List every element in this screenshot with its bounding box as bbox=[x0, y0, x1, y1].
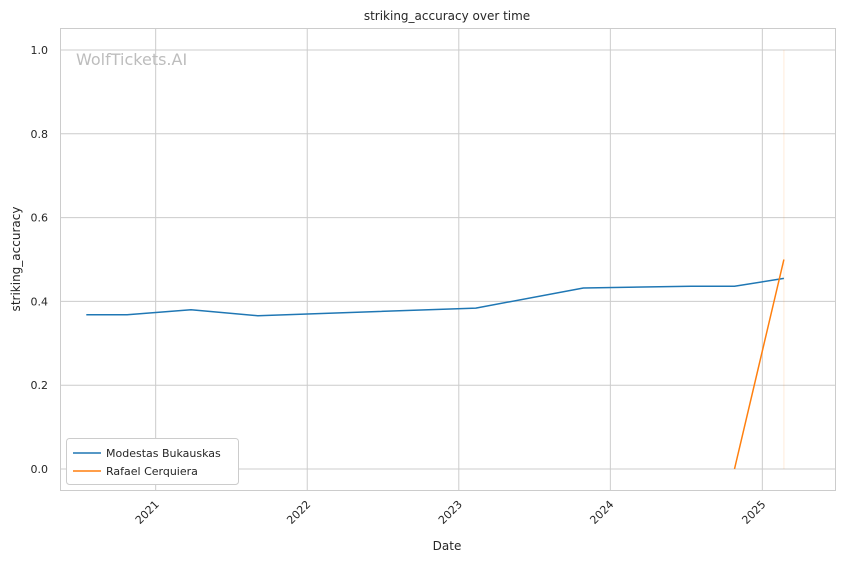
y-axis-ticks: 0.0 0.2 0.4 0.6 0.8 1.0 bbox=[31, 44, 49, 476]
x-axis-label: Date bbox=[433, 539, 462, 553]
y-tick-label: 0.4 bbox=[31, 295, 49, 308]
y-axis-label: striking_accuracy bbox=[9, 207, 23, 312]
series-layer bbox=[86, 259, 785, 470]
watermark-text: WolfTickets.AI bbox=[76, 50, 187, 69]
y-tick-label: 0.8 bbox=[31, 128, 49, 141]
y-tick-label: 0.0 bbox=[31, 463, 49, 476]
legend-box bbox=[66, 438, 239, 485]
series-line-modestas-bukauskas bbox=[86, 277, 785, 317]
y-tick-label: 0.6 bbox=[31, 212, 49, 225]
plot-frame bbox=[60, 28, 836, 491]
chart-title: striking_accuracy over time bbox=[364, 9, 530, 23]
grid bbox=[61, 29, 835, 490]
y-tick-label: 0.2 bbox=[31, 379, 49, 392]
legend-label-rafael-cerquiera: Rafael Cerquiera bbox=[106, 465, 198, 478]
legend-label-modestas-bukauskas: Modestas Bukauskas bbox=[106, 447, 221, 460]
y-tick-label: 1.0 bbox=[31, 44, 49, 57]
legend: Modestas Bukauskas Rafael Cerquiera bbox=[66, 438, 239, 485]
series-line-rafael-cerquiera bbox=[733, 259, 785, 470]
